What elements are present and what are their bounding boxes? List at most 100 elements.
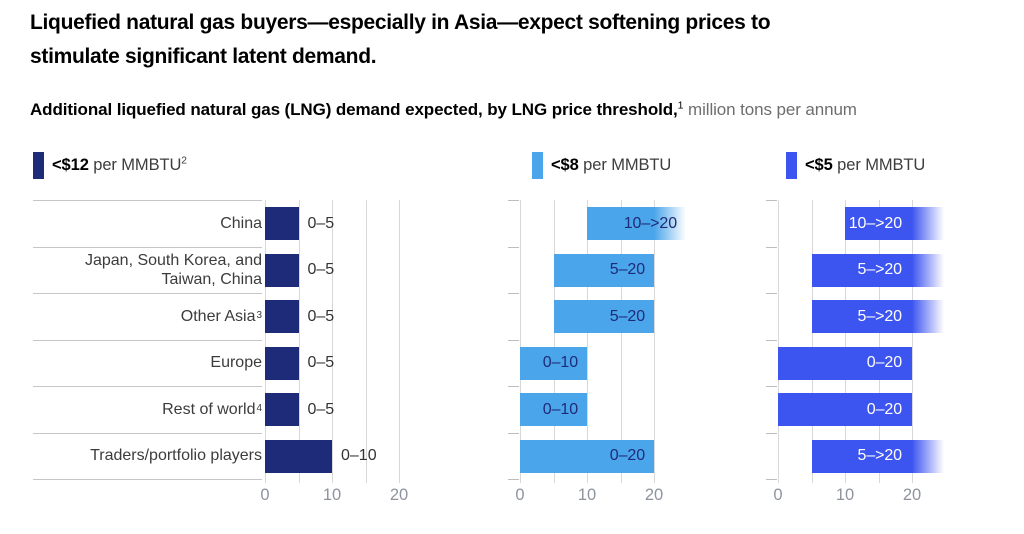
- legend-label: <$12 per MMBTU2: [52, 155, 187, 174]
- bar-value-label: 0–10: [341, 447, 377, 464]
- gridline: [553, 200, 555, 483]
- gridline: [811, 200, 813, 483]
- chart-subtitle-unit: million tons per annum: [683, 100, 857, 119]
- bar-value-label: 0–5: [307, 354, 335, 371]
- title-line-2: stimulate significant latent demand.: [30, 45, 377, 68]
- bar-12perMMBTU-row4: [265, 393, 299, 426]
- row-separator-line: [33, 246, 262, 248]
- chart-subtitle-bold: Additional liquefied natural gas (LNG) d…: [30, 100, 678, 119]
- row-label: China: [33, 200, 262, 247]
- x-axis-tick-label: 20: [644, 486, 664, 504]
- gridline: [332, 200, 333, 483]
- bar-value-label: 0–5: [307, 261, 335, 278]
- axis-tick: [766, 479, 777, 480]
- bar-5perMMBTU-row0: 10–>20: [845, 207, 944, 240]
- row-label-text: Other Asia: [180, 307, 256, 325]
- x-axis-tick-label: 10: [835, 486, 855, 504]
- gridline: [878, 200, 880, 483]
- legend-item: <$8 per MMBTU: [532, 151, 671, 179]
- gridline: [298, 200, 300, 483]
- bar-value-label: 5–>20: [857, 447, 903, 464]
- bar-8perMMBTU-row4: 0–10: [520, 393, 587, 426]
- axis-tick: [508, 200, 519, 201]
- legend-threshold: <$12: [52, 155, 89, 174]
- bar-value-label: 5–20: [609, 307, 645, 325]
- row-label-text: Europe: [210, 354, 262, 372]
- bar-12perMMBTU-row2: [265, 300, 299, 333]
- row-separator-line: [33, 339, 262, 341]
- chart-subtitle: Additional liquefied natural gas (LNG) d…: [30, 100, 857, 120]
- bar-value-label: 0–20: [609, 447, 645, 464]
- row-label: Rest of world 4: [162, 400, 262, 418]
- footnote-marker-1: 1: [677, 99, 684, 112]
- legend-swatch: [786, 151, 797, 179]
- axis-tick: [508, 432, 519, 434]
- axis-tick: [508, 339, 519, 341]
- x-axis-tick-label: 10: [577, 486, 597, 504]
- bar-8perMMBTU-row3: 0–10: [520, 346, 587, 380]
- legend-swatch: [532, 151, 543, 179]
- axis-tick: [766, 339, 777, 341]
- axis-tick: [508, 386, 519, 387]
- legend-swatch: [33, 151, 44, 179]
- bar-5perMMBTU-row2: 5–>20: [811, 300, 944, 333]
- x-axis-tick-label: 20: [902, 486, 922, 504]
- bar-8perMMBTU-row5: 0–20: [520, 439, 654, 473]
- gridline: [654, 200, 655, 483]
- gridline: [587, 200, 588, 483]
- bar-12perMMBTU-row5: [265, 439, 332, 473]
- row-label-text: China: [220, 214, 262, 232]
- row-separator-line: [33, 386, 262, 387]
- axis-tick: [508, 479, 519, 480]
- bar-12perMMBTU-row1: [265, 253, 299, 287]
- legend-item: <$12 per MMBTU2: [33, 151, 187, 179]
- gridline: [365, 200, 367, 483]
- legend-label: <$5 per MMBTU: [805, 155, 926, 174]
- row-separator-line: [33, 200, 262, 201]
- x-axis-tick-label: 10: [322, 486, 342, 504]
- row-separator-line: [33, 432, 262, 434]
- legend-item: <$5 per MMBTU: [786, 151, 925, 179]
- bar-8perMMBTU-row2: 5–20: [553, 300, 654, 333]
- bar-value-label: 10–>20: [623, 214, 677, 232]
- bar-value-label: 5–20: [609, 261, 645, 278]
- bar-12perMMBTU-row0: [265, 207, 299, 240]
- axis-tick: [766, 200, 777, 201]
- gridline: [778, 200, 779, 483]
- row-label-text: Japan, South Korea, and Taiwan, China: [84, 251, 262, 288]
- legend-label: <$8 per MMBTU: [551, 155, 672, 174]
- gridline: [620, 200, 622, 483]
- gridline: [845, 200, 846, 483]
- bar-value-label: 5–>20: [857, 261, 903, 278]
- bar-8perMMBTU-row0: 10–>20: [587, 207, 686, 240]
- legend-threshold: <$8: [551, 155, 579, 174]
- bar-value-label: 0–10: [542, 354, 578, 371]
- gridline: [520, 200, 521, 483]
- bar-12perMMBTU-row3: [265, 346, 299, 380]
- title-line-1: Liquefied natural gas buyers—especially …: [30, 11, 771, 34]
- gridline: [265, 200, 266, 483]
- row-label: Other Asia 3: [180, 307, 262, 325]
- gridline: [912, 200, 913, 483]
- bar-value-label: 0–10: [542, 400, 578, 418]
- bar-5perMMBTU-row1: 5–>20: [811, 253, 944, 287]
- bar-value-label: 0–5: [307, 400, 335, 418]
- row-separator-line: [33, 293, 262, 294]
- page-title: Liquefied natural gas buyers—especially …: [30, 6, 771, 74]
- axis-tick: [766, 246, 777, 248]
- row-label: Europe: [33, 340, 262, 387]
- bar-value-label: 0–20: [866, 354, 902, 371]
- axis-tick: [508, 293, 519, 294]
- x-axis-tick-label: 0: [773, 486, 783, 504]
- axis-tick: [766, 432, 777, 434]
- bar-5perMMBTU-row4: 0–20: [778, 393, 912, 426]
- x-axis-tick-label: 0: [260, 486, 270, 504]
- axis-tick: [766, 386, 777, 387]
- x-axis-tick-label: 0: [515, 486, 525, 504]
- bar-8perMMBTU-row1: 5–20: [553, 253, 654, 287]
- axis-tick: [766, 293, 777, 294]
- bar-value-label: 10–>20: [848, 214, 902, 232]
- gridline: [399, 200, 400, 483]
- row-separator-line: [33, 479, 262, 480]
